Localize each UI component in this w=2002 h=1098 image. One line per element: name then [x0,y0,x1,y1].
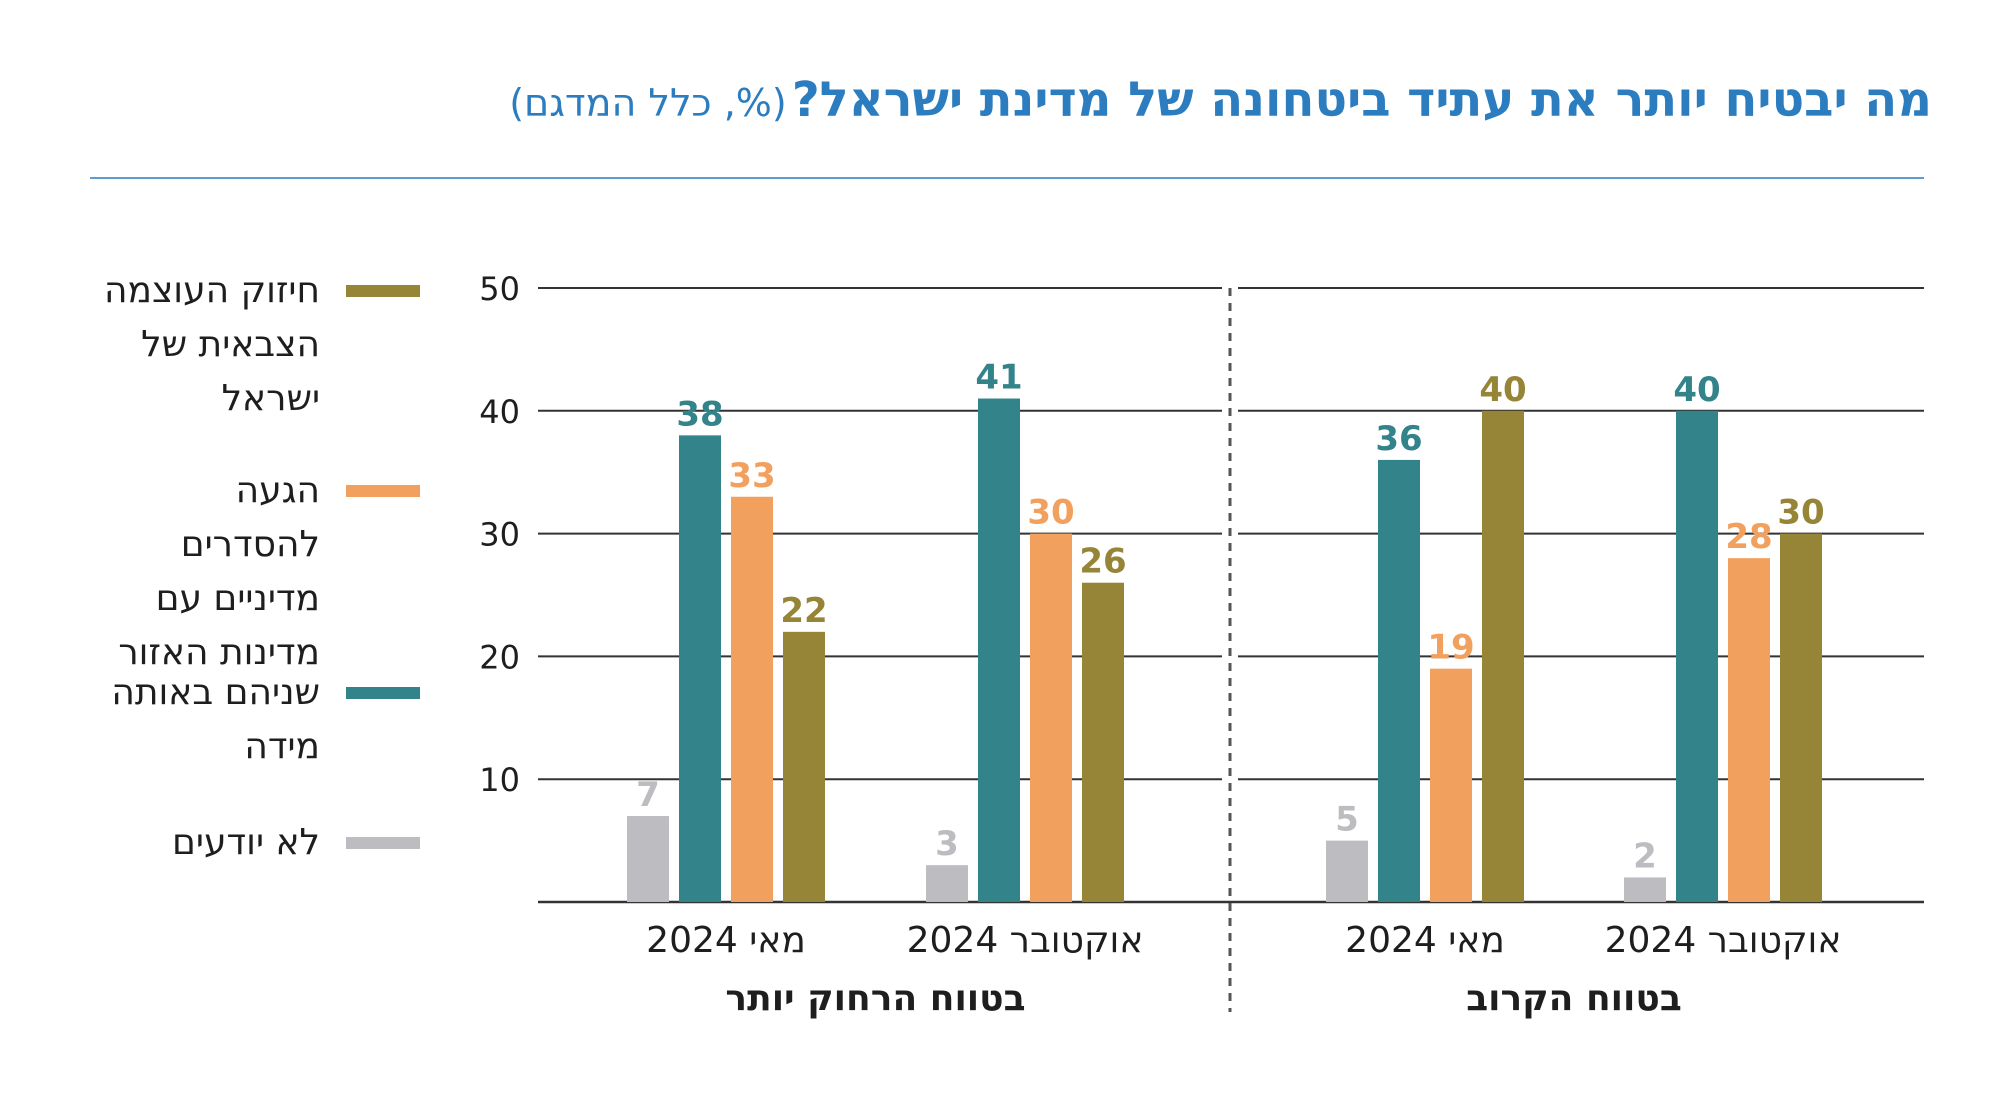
bar [783,631,825,902]
bar [731,496,773,902]
data-label: 30 [1777,493,1824,533]
data-label: 30 [1027,493,1074,533]
data-label: 41 [975,358,1022,398]
data-label: 40 [1673,370,1720,410]
y-tick-label: 50 [479,270,520,308]
data-label: 38 [676,394,723,434]
panel-label: בטווח הקרוב [1466,978,1682,1019]
data-label: 3 [935,824,959,864]
title-sub: (%, כלל המדגם) [509,81,787,125]
legend-item-military: חיזוק העוצמה הצבאית של ישראל [90,264,420,426]
data-label: 26 [1079,542,1126,582]
legend-swatch-military [346,285,420,297]
bar [1624,877,1666,902]
panel-label: בטווח הרחוק יותר [725,978,1025,1019]
y-tick-label: 30 [479,516,520,554]
chart-title: מה יבטיח יותר את עתיד ביטחונה של מדינת י… [70,72,1932,128]
group-label: מאי 2024 [1345,920,1505,961]
data-label: 7 [636,775,660,815]
bar [1676,410,1718,902]
bar [1030,533,1072,902]
y-tick-label: 20 [479,638,520,676]
data-label: 22 [780,591,827,631]
y-tick-label: 40 [479,393,520,431]
bar [978,398,1020,902]
bar [1082,582,1124,902]
legend-label-both: שניהם באותה מידה [111,672,320,767]
data-label: 2 [1633,836,1657,876]
bar [1728,558,1770,902]
legend-swatch-both [346,687,420,699]
data-label: 28 [1725,517,1772,557]
bar [1326,840,1368,902]
bar [679,435,721,902]
legend-swatch-diplomatic [346,485,420,497]
data-label: 40 [1479,370,1526,410]
bar [627,816,669,902]
data-label: 5 [1335,800,1359,840]
legend-item-diplomatic: הגעה להסדרים מדיניים עם מדינות האזור [90,464,420,680]
legend-item-both: שניהם באותה מידה [90,666,420,774]
legend-swatch-dont-know [346,837,420,849]
y-tick-label: 10 [479,761,520,799]
title-divider [90,177,1924,179]
data-label: 19 [1427,628,1474,668]
legend-item-dont-know: לא יודעים [90,816,420,870]
bar [1378,459,1420,902]
data-label: 36 [1375,419,1422,459]
legend-label-military: חיזוק העוצמה הצבאית של ישראל [103,270,320,419]
data-label: 33 [728,456,775,496]
legend-label-dont-know: לא יודעים [172,822,320,863]
bar [1482,410,1524,902]
bar [926,865,968,902]
bar [1780,533,1822,902]
group-label: אוקטובר 2024 [907,920,1144,961]
group-label: אוקטובר 2024 [1605,920,1842,961]
group-label: מאי 2024 [646,920,806,961]
title-main: מה יבטיח יותר את עתיד ביטחונה של מדינת י… [791,72,1932,128]
legend-label-diplomatic: הגעה להסדרים מדיניים עם מדינות האזור [118,470,320,673]
bar [1430,668,1472,902]
